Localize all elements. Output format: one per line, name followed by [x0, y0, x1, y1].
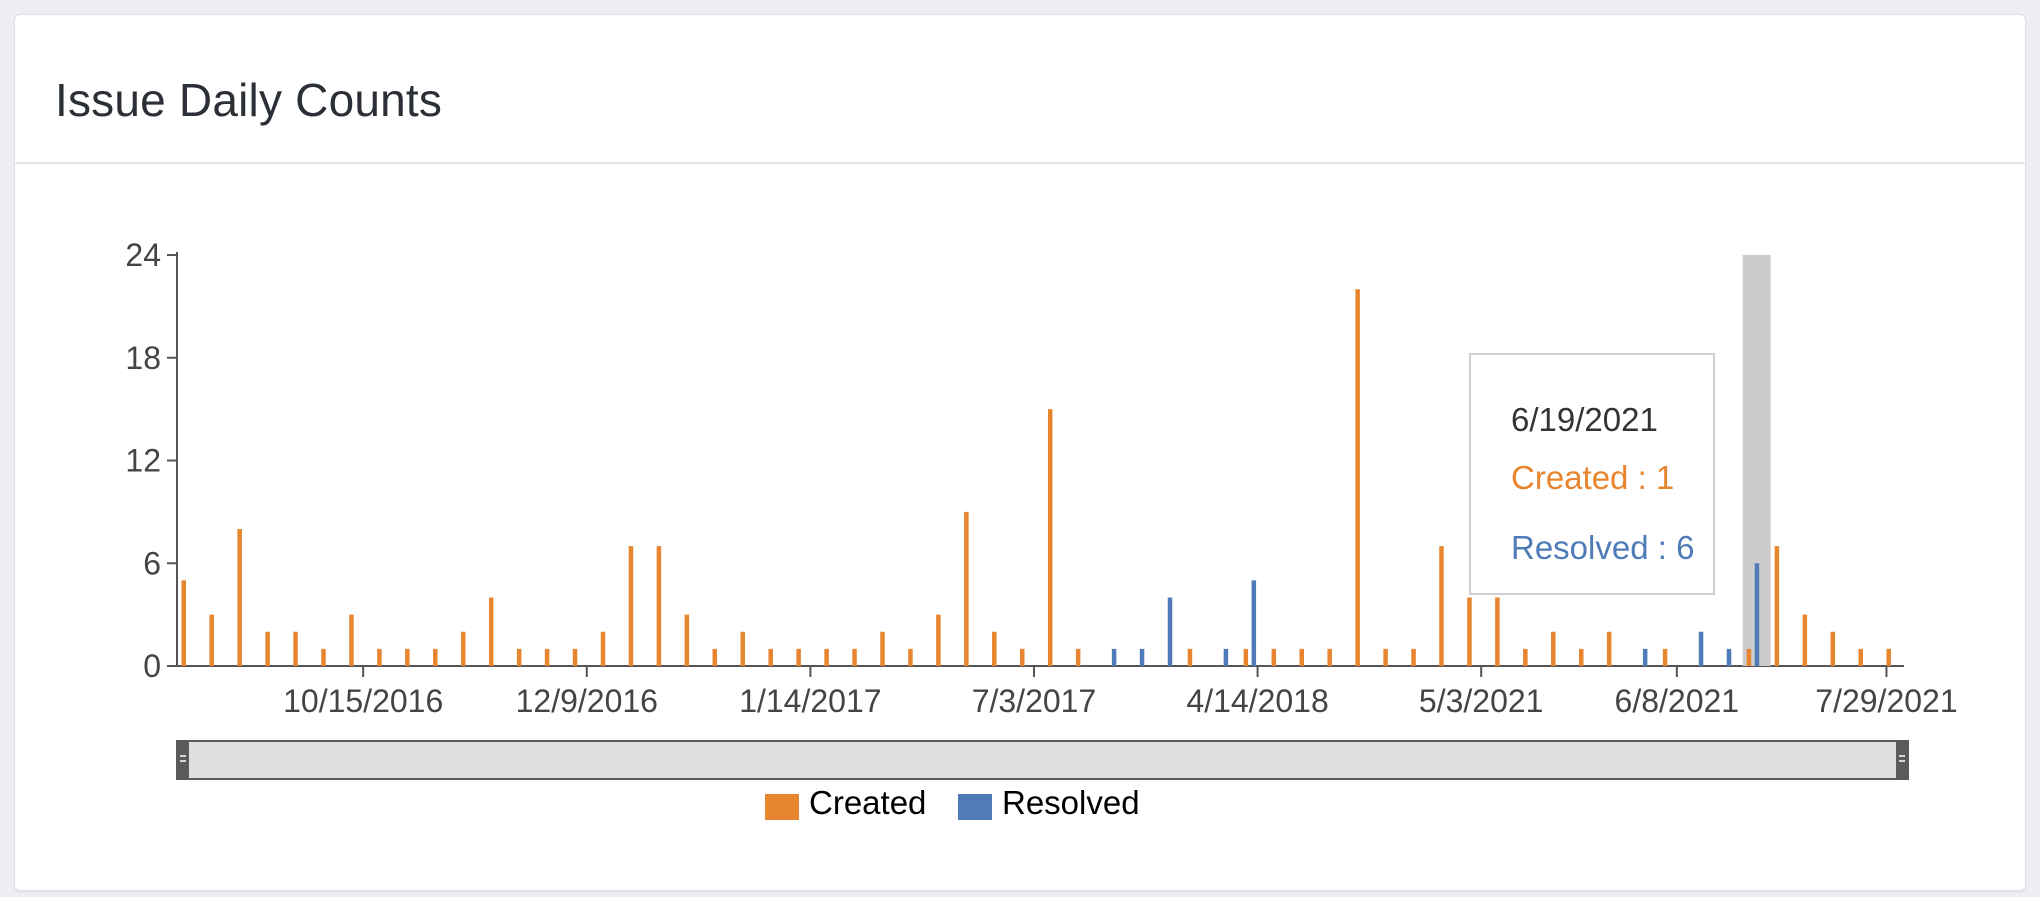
scroller-left-handle[interactable]: [177, 741, 189, 779]
card-header: Issue Daily Counts: [15, 15, 2025, 164]
bar-created-32: [1075, 648, 1081, 666]
bar-resolved-52: [1642, 648, 1648, 666]
bar-resolved-55: [1726, 648, 1732, 666]
bar-created-11: [488, 597, 494, 666]
bar-created-49: [1551, 631, 1556, 666]
bar-created-12: [516, 648, 522, 666]
bar-created-16: [628, 546, 634, 666]
y-tick-label-18: 18: [125, 340, 161, 376]
bar-resolved-34: [1139, 648, 1145, 666]
bars-group: [181, 255, 1891, 666]
x-tick-label-0: 10/15/2016: [283, 683, 443, 719]
bar-created-46: [1467, 597, 1472, 666]
bar-created-39: [1271, 648, 1277, 666]
bar-created-44: [1411, 648, 1416, 666]
bar-created-19: [712, 648, 718, 666]
bar-created-5: [321, 648, 326, 666]
bar-created-60: [1858, 648, 1863, 666]
bar-created-0: [181, 580, 186, 666]
tooltip-date: 6/19/2021: [1511, 401, 1658, 438]
bar-created-14: [572, 648, 578, 666]
bar-created-38: [1243, 648, 1249, 666]
bar-created-15: [600, 631, 606, 666]
y-tick-label-0: 0: [143, 648, 161, 684]
bar-resolved-35: [1167, 597, 1173, 666]
bar-resolved-54: [1698, 631, 1704, 666]
card-title: Issue Daily Counts: [55, 74, 443, 126]
bar-created-41: [1327, 648, 1332, 666]
legend-label-created: Created: [809, 784, 927, 821]
bar-created-10: [461, 631, 466, 666]
bar-created-13: [544, 648, 550, 666]
bar-created-50: [1579, 648, 1584, 666]
bar-created-1: [209, 614, 214, 666]
bar-created-57: [1774, 546, 1780, 666]
bar-created-29: [992, 631, 997, 666]
bar-created-48: [1523, 648, 1528, 666]
bar-created-40: [1299, 648, 1304, 666]
bar-created-59: [1830, 631, 1836, 666]
bar-created-6: [349, 614, 354, 666]
bar-created-23: [824, 648, 829, 666]
bar-created-2: [237, 529, 242, 666]
bar-created-30: [1020, 648, 1025, 666]
bar-created-58: [1802, 614, 1808, 666]
bar-created-36: [1187, 648, 1193, 666]
bar-created-43: [1383, 648, 1388, 666]
legend-label-resolved: Resolved: [1002, 784, 1140, 821]
x-tick-label-3: 7/3/2017: [972, 683, 1097, 719]
bar-resolved-37: [1223, 648, 1229, 666]
bar-created-7: [377, 648, 382, 666]
bar-resolved-33: [1111, 648, 1117, 666]
x-tick-label-7: 7/29/2021: [1815, 683, 1957, 719]
tooltip-resolved: Resolved : 6: [1511, 529, 1695, 566]
bar-created-26: [908, 648, 913, 666]
bar-created-61: [1886, 648, 1891, 666]
bar-created-9: [433, 648, 438, 666]
bar-created-22: [796, 648, 801, 666]
range-navigator[interactable]: [176, 740, 1909, 780]
y-tick-label-12: 12: [125, 443, 161, 479]
scroller-right-handle[interactable]: [1896, 741, 1908, 779]
bar-created-24: [852, 648, 857, 666]
y-tick-label-24: 24: [125, 237, 161, 273]
x-tick-label-4: 4/14/2018: [1186, 683, 1328, 719]
bar-created-21: [768, 648, 773, 666]
bar-created-20: [740, 631, 745, 666]
tooltip-created: Created : 1: [1511, 459, 1675, 496]
bar-created-53: [1662, 648, 1668, 666]
y-tick-label-6: 6: [143, 545, 161, 581]
legend-swatch-resolved: [958, 794, 992, 820]
bar-created-18: [684, 614, 690, 666]
bar-created-31: [1047, 409, 1053, 666]
x-tick-label-2: 1/14/2017: [739, 683, 881, 719]
bar-created-4: [293, 631, 298, 666]
legend-swatch-created: [765, 794, 799, 820]
bar-created-51: [1606, 631, 1612, 666]
bar-created-56: [1746, 648, 1752, 666]
scroller-track: [176, 740, 1909, 780]
bar-created-27: [936, 614, 941, 666]
bar-created-45: [1439, 546, 1444, 666]
y-axis: 0 6 12 18 24: [125, 237, 178, 684]
bar-created-8: [405, 648, 410, 666]
bar-created-28: [964, 511, 969, 666]
bar-created-17: [656, 546, 662, 666]
x-tick-label-1: 12/9/2016: [516, 683, 658, 719]
x-tick-label-6: 6/8/2021: [1615, 683, 1740, 719]
bar-created-42: [1355, 289, 1360, 666]
bar-resolved-56: [1754, 563, 1760, 666]
bar-resolved-38: [1251, 580, 1257, 666]
bar-created-3: [265, 631, 270, 666]
bar-created-25: [880, 631, 885, 666]
hover-tooltip: 6/19/2021 Created : 1 Resolved : 6: [1469, 353, 1715, 595]
x-tick-label-5: 5/3/2021: [1419, 683, 1544, 719]
bar-created-47: [1495, 597, 1500, 666]
x-axis: 10/15/2016 12/9/2016 1/14/2017 7/3/2017 4/14…: [177, 665, 1958, 719]
